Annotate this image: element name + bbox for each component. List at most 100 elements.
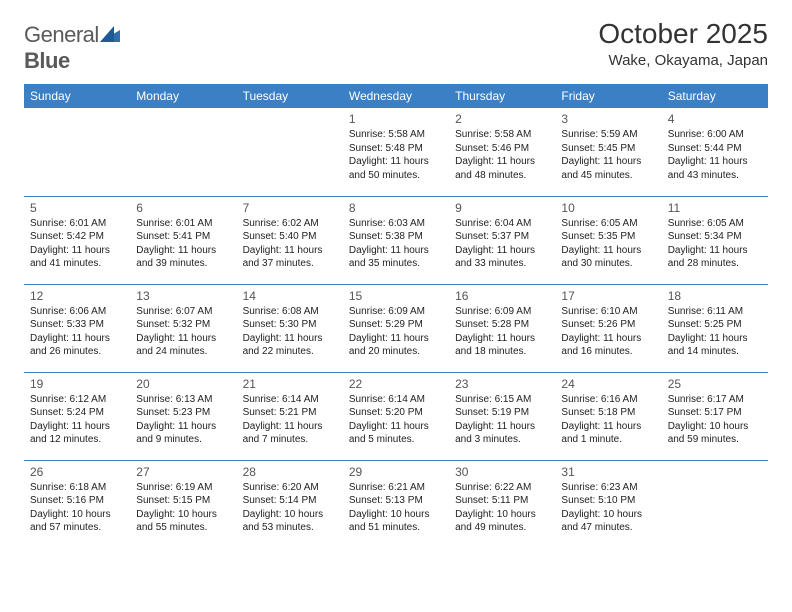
daylight-text: Daylight: 11 hours and 26 minutes. xyxy=(30,332,124,359)
day-number: 19 xyxy=(30,377,124,391)
calendar-day-cell: 16 Sunrise: 6:09 AMSunset: 5:28 PMDayligh… xyxy=(449,284,555,372)
sunset-text: Sunset: 5:35 PM xyxy=(561,230,655,244)
sunset-text: Sunset: 5:45 PM xyxy=(561,142,655,156)
day-number: 10 xyxy=(561,201,655,215)
calendar-day-cell: 23Sunrise: 6:15 AMSunset: 5:19 PMDayligh… xyxy=(449,372,555,460)
calendar-day-cell: 15 Sunrise: 6:09 AMSunset: 5:29 PMDayligh… xyxy=(343,284,449,372)
day-number: 12 xyxy=(30,289,124,303)
day-number: 31 xyxy=(561,465,655,479)
calendar-day-cell: 9Sunrise: 6:04 AMSunset: 5:37 PMDaylight… xyxy=(449,196,555,284)
calendar-day-cell: 2Sunrise: 5:58 AMSunset: 5:46 PMDaylight… xyxy=(449,108,555,196)
day-number: 26 xyxy=(30,465,124,479)
sunrise-text: Sunrise: 6:07 AM xyxy=(136,305,230,319)
day-info: Sunrise: 6:06 AMSunset: 5:33 PMDaylight:… xyxy=(30,305,124,359)
day-info: Sunrise: 6:00 AMSunset: 5:44 PMDaylight:… xyxy=(668,128,762,182)
sunrise-text: Sunrise: 6:16 AM xyxy=(561,393,655,407)
day-number: 27 xyxy=(136,465,230,479)
calendar-day-cell: 19 Sunrise: 6:12 AMSunset: 5:24 PMDayligh… xyxy=(24,372,130,460)
day-info: Sunrise: 6:15 AMSunset: 5:19 PMDaylight:… xyxy=(455,393,549,447)
day-info: Sunrise: 6:01 AMSunset: 5:42 PMDaylight:… xyxy=(30,217,124,271)
calendar-day-cell: 10 Sunrise: 6:05 AMSunset: 5:35 PMDayligh… xyxy=(555,196,661,284)
sunset-text: Sunset: 5:32 PM xyxy=(136,318,230,332)
day-number: 18 xyxy=(668,289,762,303)
weekday-header: Sunday xyxy=(24,84,130,108)
calendar-body: 1Sunrise: 5:58 AMSunset: 5:48 PMDaylight… xyxy=(24,108,768,548)
calendar-day-cell xyxy=(237,108,343,196)
day-info: Sunrise: 6:09 AMSunset: 5:29 PMDaylight:… xyxy=(349,305,443,359)
sunset-text: Sunset: 5:37 PM xyxy=(455,230,549,244)
day-number: 5 xyxy=(30,201,124,215)
daylight-text: Daylight: 10 hours and 57 minutes. xyxy=(30,508,124,535)
sunrise-text: Sunrise: 6:23 AM xyxy=(561,481,655,495)
day-info: Sunrise: 5:58 AMSunset: 5:46 PMDaylight:… xyxy=(455,128,549,182)
sunrise-text: Sunrise: 6:08 AM xyxy=(243,305,337,319)
location: Wake, Okayama, Japan xyxy=(598,52,768,69)
day-info: Sunrise: 6:23 AMSunset: 5:10 PMDaylight:… xyxy=(561,481,655,535)
daylight-text: Daylight: 11 hours and 30 minutes. xyxy=(561,244,655,271)
sunset-text: Sunset: 5:16 PM xyxy=(30,494,124,508)
sunset-text: Sunset: 5:18 PM xyxy=(561,406,655,420)
calendar-table: Sunday Monday Tuesday Wednesday Thursday… xyxy=(24,84,768,548)
daylight-text: Daylight: 11 hours and 48 minutes. xyxy=(455,155,549,182)
daylight-text: Daylight: 11 hours and 35 minutes. xyxy=(349,244,443,271)
calendar-week-row: 5 Sunrise: 6:01 AMSunset: 5:42 PMDaylight… xyxy=(24,196,768,284)
daylight-text: Daylight: 11 hours and 41 minutes. xyxy=(30,244,124,271)
sunset-text: Sunset: 5:10 PM xyxy=(561,494,655,508)
daylight-text: Daylight: 11 hours and 45 minutes. xyxy=(561,155,655,182)
calendar-day-cell xyxy=(130,108,236,196)
day-number: 8 xyxy=(349,201,443,215)
daylight-text: Daylight: 11 hours and 7 minutes. xyxy=(243,420,337,447)
day-info: Sunrise: 6:13 AMSunset: 5:23 PMDaylight:… xyxy=(136,393,230,447)
day-number: 15 xyxy=(349,289,443,303)
sunset-text: Sunset: 5:11 PM xyxy=(455,494,549,508)
sunrise-text: Sunrise: 6:09 AM xyxy=(455,305,549,319)
sunset-text: Sunset: 5:44 PM xyxy=(668,142,762,156)
daylight-text: Daylight: 10 hours and 55 minutes. xyxy=(136,508,230,535)
sunrise-text: Sunrise: 6:17 AM xyxy=(668,393,762,407)
sunset-text: Sunset: 5:20 PM xyxy=(349,406,443,420)
calendar-day-cell: 1Sunrise: 5:58 AMSunset: 5:48 PMDaylight… xyxy=(343,108,449,196)
sunrise-text: Sunrise: 5:58 AM xyxy=(349,128,443,142)
day-number: 30 xyxy=(455,465,549,479)
sunrise-text: Sunrise: 6:18 AM xyxy=(30,481,124,495)
weekday-header: Friday xyxy=(555,84,661,108)
day-info: Sunrise: 6:20 AMSunset: 5:14 PMDaylight:… xyxy=(243,481,337,535)
weekday-header: Thursday xyxy=(449,84,555,108)
sunset-text: Sunset: 5:19 PM xyxy=(455,406,549,420)
day-number: 1 xyxy=(349,112,443,126)
day-info: Sunrise: 6:16 AMSunset: 5:18 PMDaylight:… xyxy=(561,393,655,447)
sunset-text: Sunset: 5:26 PM xyxy=(561,318,655,332)
day-number: 24 xyxy=(561,377,655,391)
daylight-text: Daylight: 10 hours and 47 minutes. xyxy=(561,508,655,535)
sunrise-text: Sunrise: 6:03 AM xyxy=(349,217,443,231)
sunrise-text: Sunrise: 6:05 AM xyxy=(561,217,655,231)
sunrise-text: Sunrise: 6:05 AM xyxy=(668,217,762,231)
sunset-text: Sunset: 5:28 PM xyxy=(455,318,549,332)
daylight-text: Daylight: 11 hours and 18 minutes. xyxy=(455,332,549,359)
day-number: 22 xyxy=(349,377,443,391)
sunrise-text: Sunrise: 6:10 AM xyxy=(561,305,655,319)
sunrise-text: Sunrise: 6:15 AM xyxy=(455,393,549,407)
sunrise-text: Sunrise: 6:12 AM xyxy=(30,393,124,407)
daylight-text: Daylight: 11 hours and 24 minutes. xyxy=(136,332,230,359)
day-number: 16 xyxy=(455,289,549,303)
day-info: Sunrise: 6:14 AMSunset: 5:20 PMDaylight:… xyxy=(349,393,443,447)
calendar-day-cell: 17Sunrise: 6:10 AMSunset: 5:26 PMDayligh… xyxy=(555,284,661,372)
day-info: Sunrise: 6:11 AMSunset: 5:25 PMDaylight:… xyxy=(668,305,762,359)
day-info: Sunrise: 6:05 AMSunset: 5:34 PMDaylight:… xyxy=(668,217,762,271)
day-number: 28 xyxy=(243,465,337,479)
day-info: Sunrise: 6:04 AMSunset: 5:37 PMDaylight:… xyxy=(455,217,549,271)
sunrise-text: Sunrise: 5:58 AM xyxy=(455,128,549,142)
calendar-week-row: 26Sunrise: 6:18 AMSunset: 5:16 PMDayligh… xyxy=(24,460,768,548)
day-info: Sunrise: 6:05 AMSunset: 5:35 PMDaylight:… xyxy=(561,217,655,271)
sunset-text: Sunset: 5:46 PM xyxy=(455,142,549,156)
calendar-day-cell: 29Sunrise: 6:21 AMSunset: 5:13 PMDayligh… xyxy=(343,460,449,548)
day-info: Sunrise: 6:12 AMSunset: 5:24 PMDaylight:… xyxy=(30,393,124,447)
sunrise-text: Sunrise: 6:13 AM xyxy=(136,393,230,407)
sunset-text: Sunset: 5:21 PM xyxy=(243,406,337,420)
calendar-day-cell: 22 Sunrise: 6:14 AMSunset: 5:20 PMDayligh… xyxy=(343,372,449,460)
day-info: Sunrise: 6:18 AMSunset: 5:16 PMDaylight:… xyxy=(30,481,124,535)
day-info: Sunrise: 6:21 AMSunset: 5:13 PMDaylight:… xyxy=(349,481,443,535)
sunrise-text: Sunrise: 6:06 AM xyxy=(30,305,124,319)
sunrise-text: Sunrise: 6:00 AM xyxy=(668,128,762,142)
